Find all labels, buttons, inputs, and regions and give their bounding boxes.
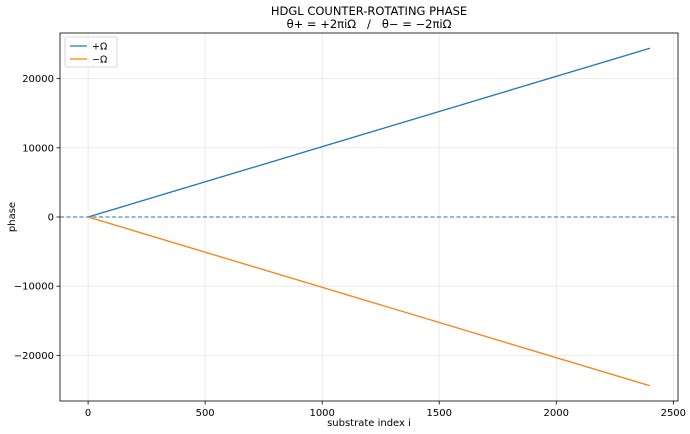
legend-box bbox=[64, 36, 118, 68]
x-tick-label: 2000 bbox=[544, 408, 569, 419]
series-line-plus-omega bbox=[87, 47, 651, 218]
legend-label: +Ω bbox=[92, 42, 107, 53]
x-tick-label: 2500 bbox=[661, 408, 686, 419]
legend-label: −Ω bbox=[92, 55, 107, 66]
series-layer bbox=[87, 47, 651, 387]
y-tick-label: 20000 bbox=[22, 74, 54, 85]
chart-title: HDGL COUNTER-ROTATING PHASE bbox=[271, 4, 467, 18]
x-axis-ticks: 0 500 1000 1500 2000 2500 bbox=[85, 401, 686, 419]
y-axis-label: phase bbox=[7, 202, 18, 232]
x-tick-label: 0 bbox=[85, 408, 91, 419]
y-tick-label: −10000 bbox=[14, 282, 54, 293]
y-tick-label: 10000 bbox=[22, 143, 54, 154]
legend: +Ω −Ω bbox=[64, 36, 118, 68]
x-tick-label: 1500 bbox=[427, 408, 452, 419]
series-line-minus-omega bbox=[87, 216, 651, 387]
x-tick-label: 1000 bbox=[309, 408, 334, 419]
y-axis-ticks: −20000 −10000 0 10000 20000 bbox=[14, 74, 60, 362]
chart-subtitle: θ+ = +2πiΩ / θ− = −2πiΩ bbox=[287, 17, 452, 31]
x-axis-label: substrate index i bbox=[327, 418, 411, 429]
y-tick-label: −20000 bbox=[14, 351, 54, 362]
y-tick-label: 0 bbox=[48, 213, 54, 224]
x-tick-label: 500 bbox=[196, 408, 215, 419]
